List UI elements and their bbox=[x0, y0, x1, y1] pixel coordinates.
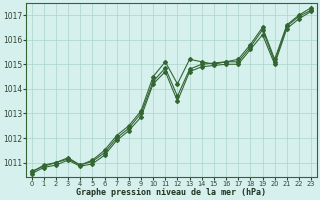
X-axis label: Graphe pression niveau de la mer (hPa): Graphe pression niveau de la mer (hPa) bbox=[76, 188, 266, 197]
